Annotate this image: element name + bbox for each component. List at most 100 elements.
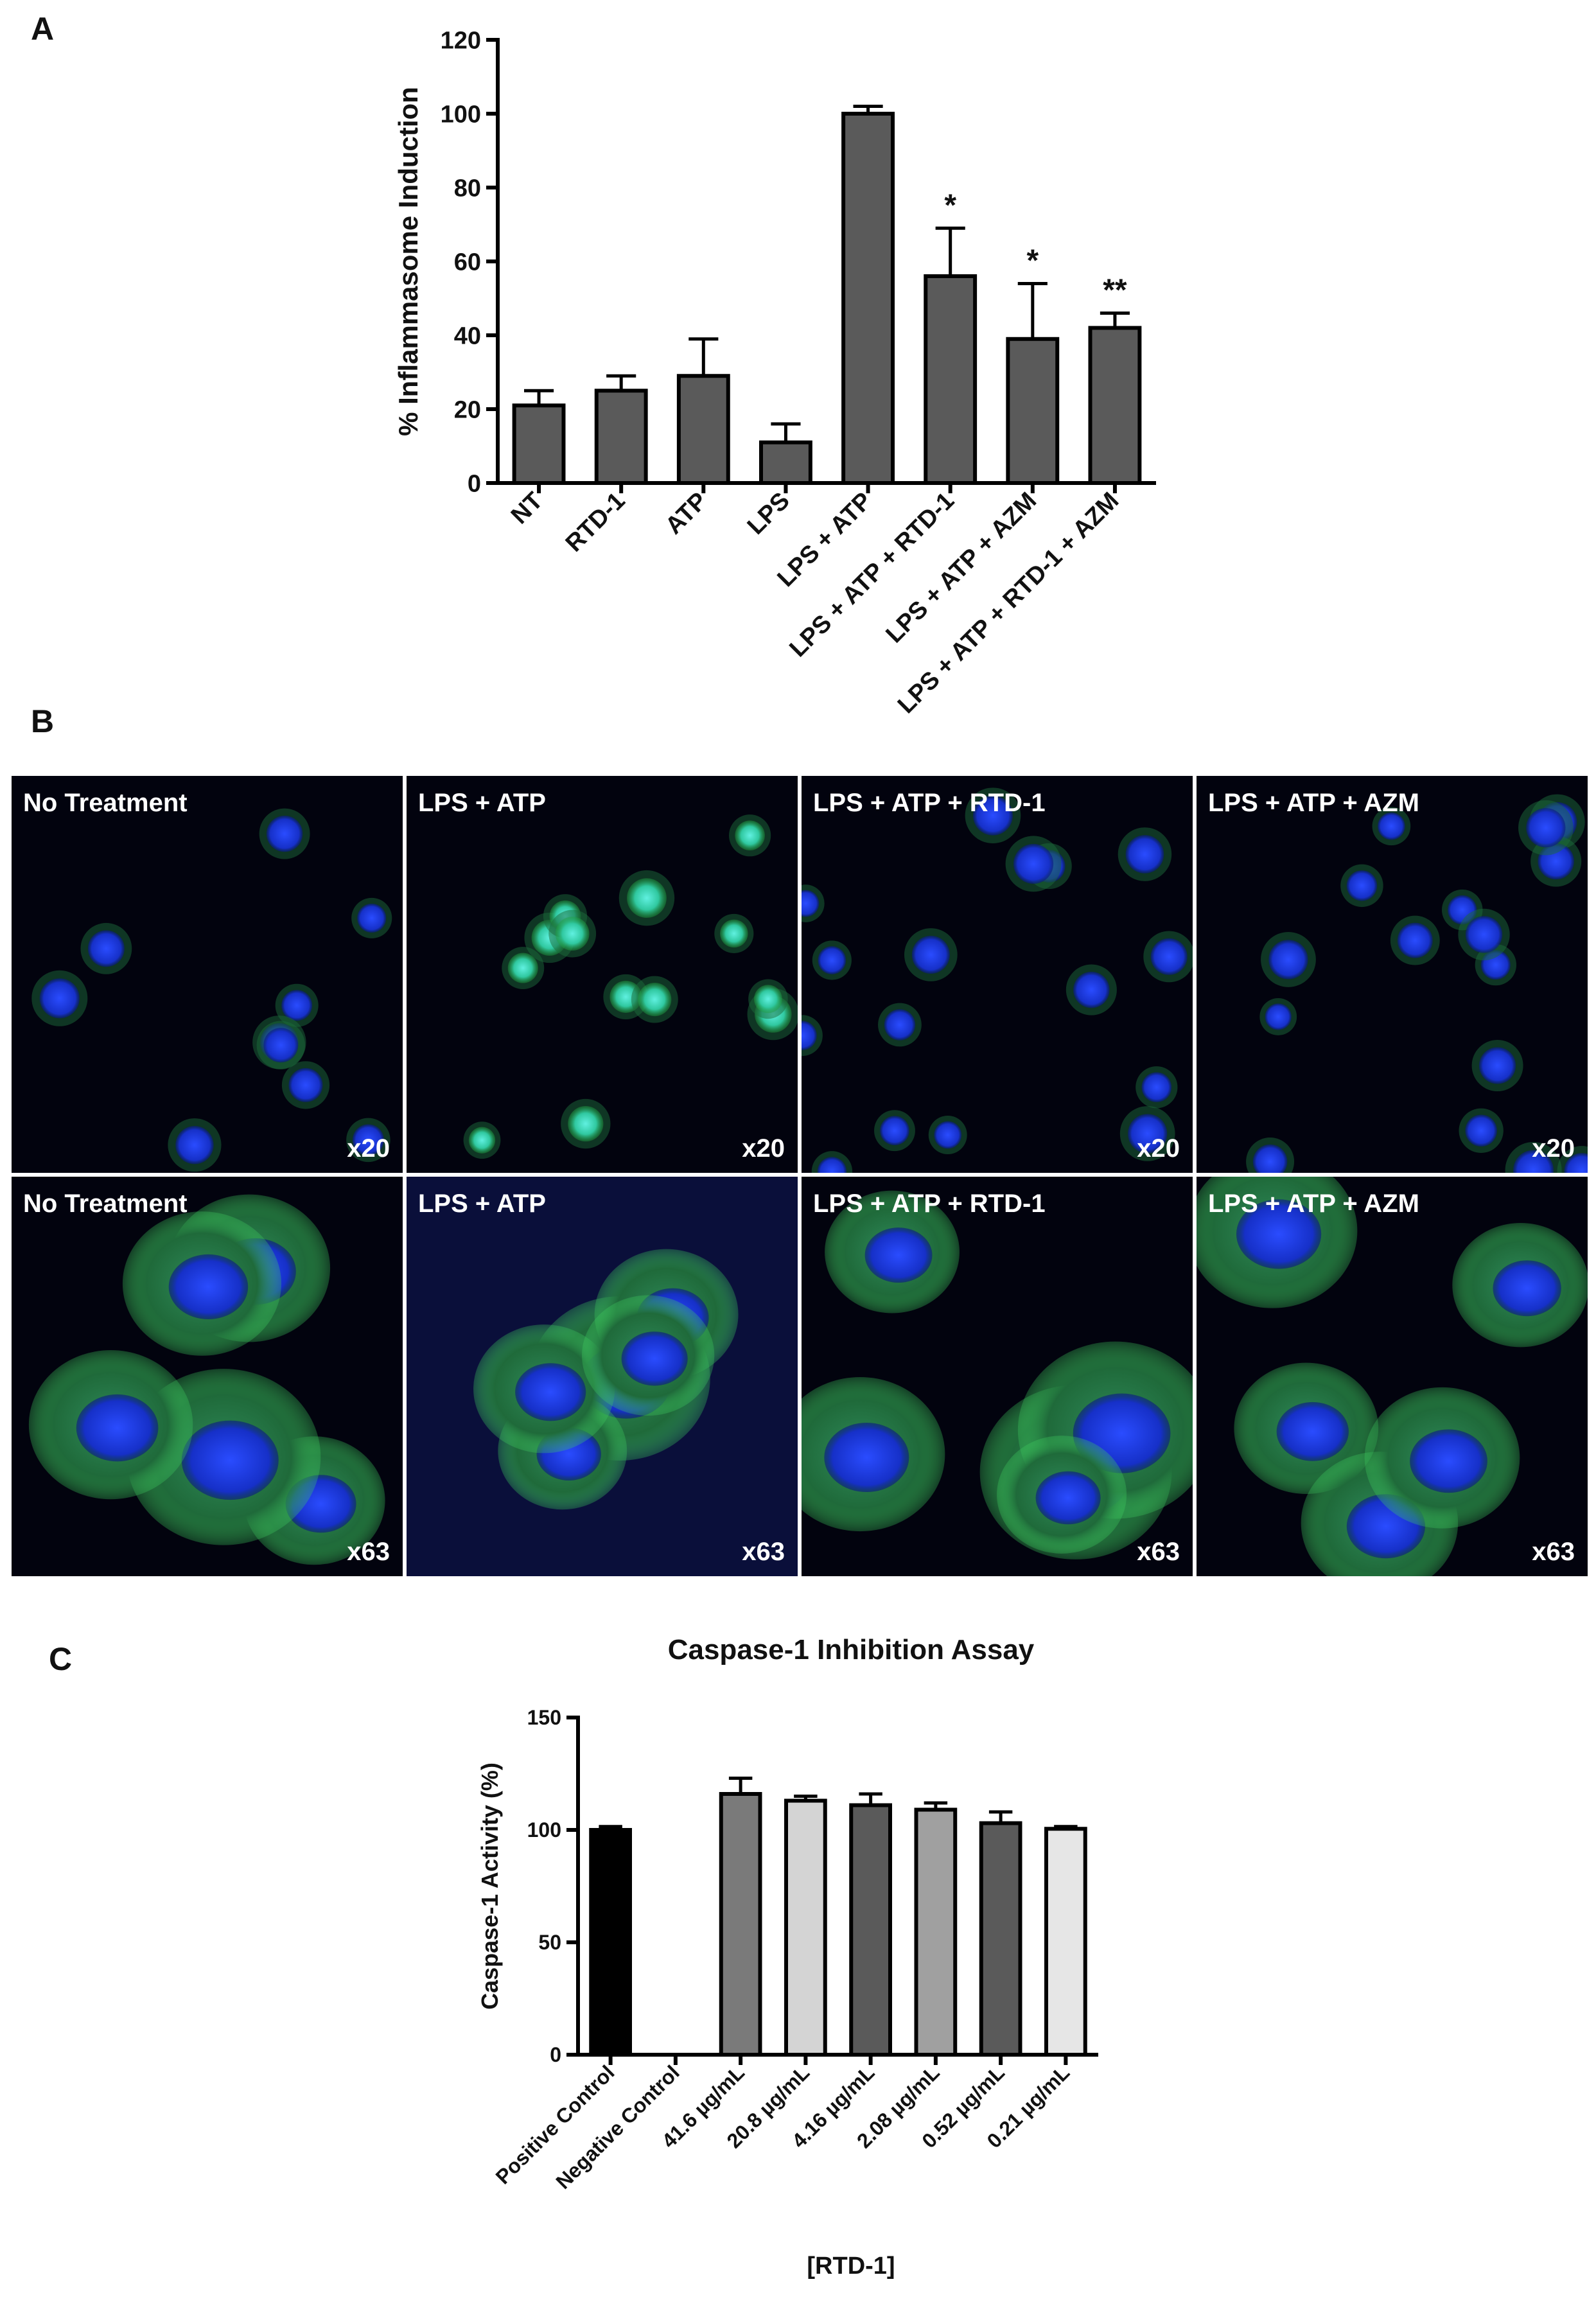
bar <box>594 389 648 485</box>
nucleus <box>1236 1199 1322 1269</box>
y-tick-label: 50 <box>538 1931 561 1954</box>
significance-label: * <box>944 188 956 222</box>
error-bar <box>688 337 719 376</box>
nucleus <box>468 1127 496 1154</box>
nucleus <box>1141 1072 1172 1103</box>
nucleus <box>864 1227 933 1283</box>
micrograph: LPS + ATP + RTD-1 x20 <box>802 776 1193 1173</box>
cells <box>28 1194 385 1565</box>
bar <box>924 274 978 485</box>
x-tick-label: Negative Control <box>551 2061 683 2193</box>
nucleus <box>1513 1150 1554 1173</box>
y-tick-label: 0 <box>468 470 481 497</box>
micrograph-label: No Treatment <box>23 1190 188 1218</box>
nucleus <box>1410 1429 1487 1493</box>
cells <box>463 814 798 1159</box>
nucleus <box>1465 1114 1497 1147</box>
x-tick-label: LPS + ATP + AZM <box>881 488 1042 649</box>
nucleus <box>720 919 748 948</box>
y-tick-label: 100 <box>527 1818 561 1841</box>
nucleus <box>1268 940 1308 980</box>
nucleus <box>753 985 782 1014</box>
cells <box>802 1190 1193 1560</box>
magnification-label: x63 <box>742 1538 785 1566</box>
nucleus <box>884 1009 916 1041</box>
nucleus <box>507 953 538 983</box>
y-tick-label: 150 <box>527 1706 561 1729</box>
nucleus <box>818 946 846 974</box>
micrograph-label: No Treatment <box>23 789 188 817</box>
micrograph-label: LPS + ATP + AZM <box>1208 789 1419 817</box>
nucleus <box>266 815 303 852</box>
nucleus <box>281 990 313 1021</box>
micrograph-label: LPS + ATP <box>418 1190 546 1218</box>
nucleus <box>515 1363 586 1421</box>
bar <box>759 440 812 485</box>
nucleus <box>1346 870 1378 901</box>
error-bar <box>728 1777 753 1794</box>
nucleus <box>1073 971 1110 1008</box>
error-bar <box>1100 312 1130 328</box>
nucleus <box>735 820 765 850</box>
nucleus <box>1564 1153 1588 1173</box>
micrograph: LPS + ATP x63 <box>407 1177 798 1576</box>
micrograph-label: LPS + ATP + RTD-1 <box>813 1190 1046 1218</box>
error-bar <box>1054 1825 1078 1829</box>
x-axis-label: [RTD-1] <box>807 2253 895 2280</box>
error-bar <box>853 105 883 114</box>
nucleus <box>76 1394 159 1462</box>
bar <box>719 1792 762 2057</box>
y-tick-label: 60 <box>454 249 481 276</box>
micrograph: LPS + ATP + RTD-1 x63 <box>802 1177 1193 1576</box>
nucleus <box>1150 938 1188 975</box>
bar <box>979 1821 1022 2057</box>
nucleus <box>880 1116 909 1146</box>
error-bar <box>924 1801 948 1810</box>
nucleus <box>1035 1471 1101 1525</box>
nucleus <box>39 978 80 1019</box>
cells <box>802 787 1193 1173</box>
magnification-label: x63 <box>1532 1538 1575 1566</box>
error-bar <box>935 226 965 276</box>
x-tick-label: NT <box>506 488 548 530</box>
nucleus <box>802 1021 817 1050</box>
nucleus <box>627 878 667 918</box>
magnification-label: x20 <box>347 1134 390 1163</box>
nucleus <box>87 930 125 967</box>
nucleus <box>1252 1144 1288 1173</box>
cells <box>473 1249 739 1510</box>
y-tick-label: 100 <box>441 101 481 128</box>
nucleus <box>638 983 672 1017</box>
panel-label: B <box>31 703 54 739</box>
error-bar <box>988 1810 1013 1823</box>
nucleus <box>824 1423 909 1493</box>
panel-label: C <box>49 1641 72 1677</box>
nucleus <box>621 1331 688 1386</box>
nucleus <box>911 935 950 974</box>
error-bar <box>794 1795 818 1801</box>
error-bar <box>771 422 801 443</box>
nucleus <box>1397 922 1433 958</box>
y-axis-label: Caspase-1 Activity (%) <box>477 1762 503 2010</box>
bar <box>1006 337 1060 485</box>
x-tick-label: RTD-1 <box>561 488 631 558</box>
bar <box>676 374 730 485</box>
nucleus <box>181 1420 279 1500</box>
nucleus <box>1265 1003 1292 1030</box>
x-tick-label: LPS <box>742 488 795 540</box>
error-bar <box>1017 282 1048 339</box>
nucleus <box>1125 835 1164 874</box>
nucleus <box>1276 1402 1349 1461</box>
error-bar <box>859 1792 882 1806</box>
nucleus <box>1128 1114 1168 1154</box>
magnification-label: x20 <box>742 1134 785 1163</box>
error-bar <box>606 374 636 391</box>
nucleus <box>352 1124 384 1156</box>
bar <box>1088 326 1142 485</box>
nucleus <box>1493 1260 1561 1317</box>
significance-label: * <box>1026 244 1039 278</box>
magnification-label: x20 <box>1532 1134 1575 1163</box>
nucleus <box>817 1157 847 1173</box>
nucleus <box>1465 916 1503 953</box>
